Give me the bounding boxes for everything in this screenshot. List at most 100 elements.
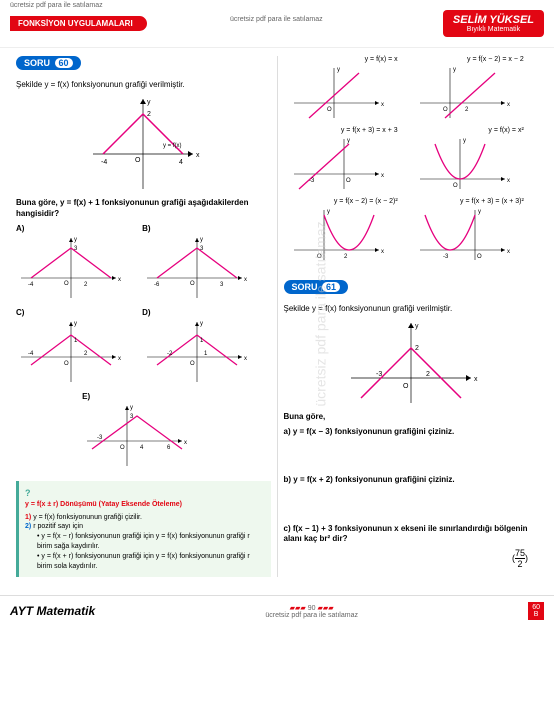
svg-text:-4: -4 [28,282,34,288]
svg-text:-3: -3 [309,178,315,184]
q61-answer: (752) [284,548,539,569]
brand-sub: Bıyıklı Matematik [453,26,534,33]
svg-text:4: 4 [140,445,144,451]
svg-text:O: O [443,107,448,113]
svg-text:x: x [244,277,247,283]
q60-options: A) xyO3-42 B) xyO3-63 C) xyO1-42 D) xyO1… [16,223,271,471]
option-c: C) xyO1-42 [16,307,138,387]
left-column: SORU 60 Şekilde y = f(x) fonksiyonunun g… [10,56,278,577]
svg-text:2: 2 [415,345,419,352]
footer-center: ▰▰▰ 90 ▰▰▰ücretsiz pdf para ile satılama… [265,604,358,619]
transform-examples: y = f(x) = xxyO y = f(x − 2) = x − 2xyO2… [284,56,539,265]
section-tag: FONKSİYON UYGULAMALARI [10,16,147,31]
main-content: SORU 60 Şekilde y = f(x) fonksiyonunun g… [0,48,554,585]
ex-6: y = f(x + 3) = (x + 3)²xyO-3 [410,198,532,265]
svg-text:y: y [337,67,340,73]
q61-c: c) f(x − 1) + 3 fonksiyonunun x ekseni i… [284,524,539,545]
header: ücretsiz pdf para ile satılamaz FONKSİYO… [0,0,554,48]
header-center: ücretsiz pdf para ile satılamaz [230,16,323,23]
brand-name: SELİM YÜKSEL [453,14,534,26]
svg-text:x: x [507,249,510,255]
svg-text:O: O [453,183,458,189]
ex-2: y = f(x − 2) = x − 2xyO2 [410,56,532,123]
svg-text:6: 6 [167,445,171,451]
ex-3: y = f(x + 3) = x + 3xyO-3 [284,127,406,194]
svg-text:-4: -4 [101,159,107,166]
svg-text:2: 2 [426,371,430,378]
svg-text:y: y [327,209,330,215]
svg-text:x: x [196,152,200,159]
svg-text:2: 2 [147,111,151,118]
svg-text:x: x [507,102,510,108]
svg-text:3: 3 [220,282,224,288]
svg-text:O: O [64,281,69,287]
svg-text:x: x [118,277,121,283]
svg-text:x: x [244,356,247,362]
svg-text:1: 1 [200,338,204,344]
svg-text:x: x [381,173,384,179]
ex-5: y = f(x − 2) = (x − 2)²xyO2 [284,198,406,265]
info-title: y = f(x ± r) Dönüşümü (Yatay Eksende Öte… [25,500,265,510]
q61-intro: Şekilde y = f(x) fonksiyonunun grafiği v… [284,304,539,314]
svg-text:y: y [74,321,77,327]
svg-text:-6: -6 [154,282,160,288]
svg-text:x: x [474,376,478,383]
svg-text:2: 2 [344,254,348,260]
svg-text:O: O [317,254,322,260]
svg-text:-3: -3 [443,254,449,260]
q60-question: Buna göre, y = f(x) + 1 fonksiyonunun gr… [16,198,271,219]
svg-text:y: y [347,138,350,144]
svg-text:-3: -3 [97,435,103,441]
q60-intro: Şekilde y = f(x) fonksiyonunun grafiği v… [16,80,271,90]
svg-text:x: x [381,249,384,255]
option-a: A) xyO3-42 [16,223,138,303]
svg-text:1: 1 [74,338,78,344]
svg-text:3: 3 [74,246,78,252]
right-column: ücretsiz pdf para ile satılamaz y = f(x)… [278,56,545,577]
footer-right: 60B [528,602,544,620]
svg-text:y: y [415,323,419,330]
svg-text:y = f(x): y = f(x) [163,143,182,149]
svg-text:-3: -3 [376,371,382,378]
svg-text:y: y [200,237,203,243]
svg-text:x: x [184,440,187,446]
svg-text:O: O [346,178,351,184]
footer-left: AYT Matematik [10,604,95,618]
brand-badge: SELİM YÜKSEL Bıyıklı Matematik [443,10,544,37]
svg-text:y: y [463,138,466,144]
svg-text:y: y [147,99,151,106]
q61-buna: Buna göre, [284,412,539,422]
svg-text:y: y [130,405,133,411]
q61-graph: x y O 2 -3 2 [341,318,481,408]
svg-text:2: 2 [84,282,88,288]
svg-text:y: y [478,209,481,215]
svg-text:-2: -2 [167,351,173,357]
svg-text:O: O [403,383,409,390]
svg-text:O: O [64,361,69,367]
svg-text:O: O [327,107,332,113]
svg-text:3: 3 [200,246,204,252]
svg-text:2: 2 [84,351,88,357]
svg-text:O: O [190,361,195,367]
svg-text:x: x [381,102,384,108]
svg-text:y: y [200,321,203,327]
svg-text:2: 2 [465,107,469,113]
svg-text:y: y [453,67,456,73]
ex-1: y = f(x) = xxyO [284,56,406,123]
svg-text:O: O [135,157,141,164]
soru-60-badge: SORU 60 [16,56,81,70]
soru-61-badge: SORU 61 [284,280,349,294]
svg-text:4: 4 [179,159,183,166]
svg-text:x: x [507,178,510,184]
svg-text:y: y [74,237,77,243]
svg-text:O: O [120,445,125,451]
ex-4: y = f(x) = x²xyO [410,127,532,194]
option-b: B) xyO3-63 [142,223,264,303]
svg-text:O: O [477,254,482,260]
q61-a: a) y = f(x − 3) fonksiyonunun grafiğini … [284,427,539,437]
option-e: E) xyO3-346 [82,391,204,471]
info-box: ? y = f(x ± r) Dönüşümü (Yatay Eksende Ö… [16,481,271,577]
q61-b: b) y = f(x + 2) fonksiyonunun grafiğini … [284,475,539,485]
svg-text:O: O [190,281,195,287]
footer: AYT Matematik ▰▰▰ 90 ▰▰▰ücretsiz pdf par… [0,595,554,626]
